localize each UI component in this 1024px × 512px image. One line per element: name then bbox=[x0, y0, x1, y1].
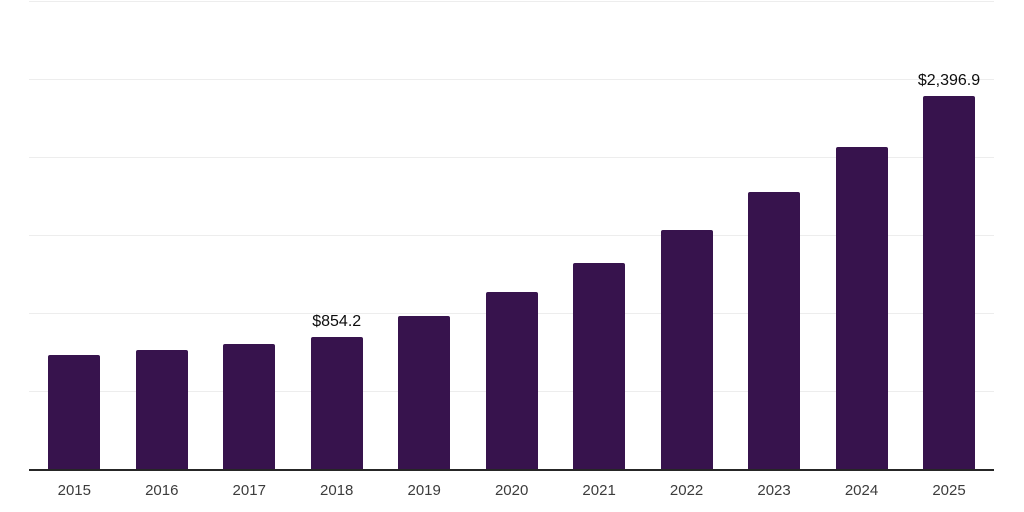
bar-2025 bbox=[923, 96, 975, 470]
x-tick-2024: 2024 bbox=[844, 482, 879, 499]
x-axis-line bbox=[29, 469, 994, 471]
gridline-3000 bbox=[29, 1, 994, 2]
bar-2021 bbox=[573, 263, 626, 470]
value-label-2018: $854.2 bbox=[312, 312, 362, 330]
x-tick-2016: 2016 bbox=[145, 482, 179, 499]
x-tick-2022: 2022 bbox=[669, 482, 704, 499]
gridline-1500 bbox=[29, 235, 994, 236]
bar-2024 bbox=[835, 147, 888, 470]
gridline-2000 bbox=[29, 157, 994, 158]
x-tick-2017: 2017 bbox=[232, 482, 266, 499]
bar-2023 bbox=[748, 192, 801, 470]
x-tick-2018: 2018 bbox=[320, 482, 354, 499]
x-tick-2023: 2023 bbox=[757, 482, 791, 499]
x-tick-2021: 2021 bbox=[582, 482, 616, 499]
x-tick-2025: 2025 bbox=[932, 482, 966, 499]
x-tick-2015: 2015 bbox=[57, 482, 91, 499]
bar-2018 bbox=[310, 336, 363, 470]
bar-2017 bbox=[223, 344, 276, 470]
value-label-2025: $2,396.9 bbox=[917, 72, 981, 90]
plot-area: $854.2 $2,396.9 bbox=[29, 1, 994, 471]
bar-2022 bbox=[660, 229, 713, 470]
x-tick-2019: 2019 bbox=[407, 482, 441, 499]
bar-2019 bbox=[398, 316, 451, 470]
bar-2016 bbox=[135, 349, 188, 470]
gridline-2500 bbox=[29, 79, 994, 80]
bar-2015 bbox=[48, 355, 101, 470]
x-tick-2020: 2020 bbox=[494, 482, 529, 499]
bar-2020 bbox=[485, 292, 538, 470]
x-axis-tick-labels: 2015 2016 2017 2018 2019 2020 2021 2022 2023 2024… bbox=[0, 482, 1024, 505]
